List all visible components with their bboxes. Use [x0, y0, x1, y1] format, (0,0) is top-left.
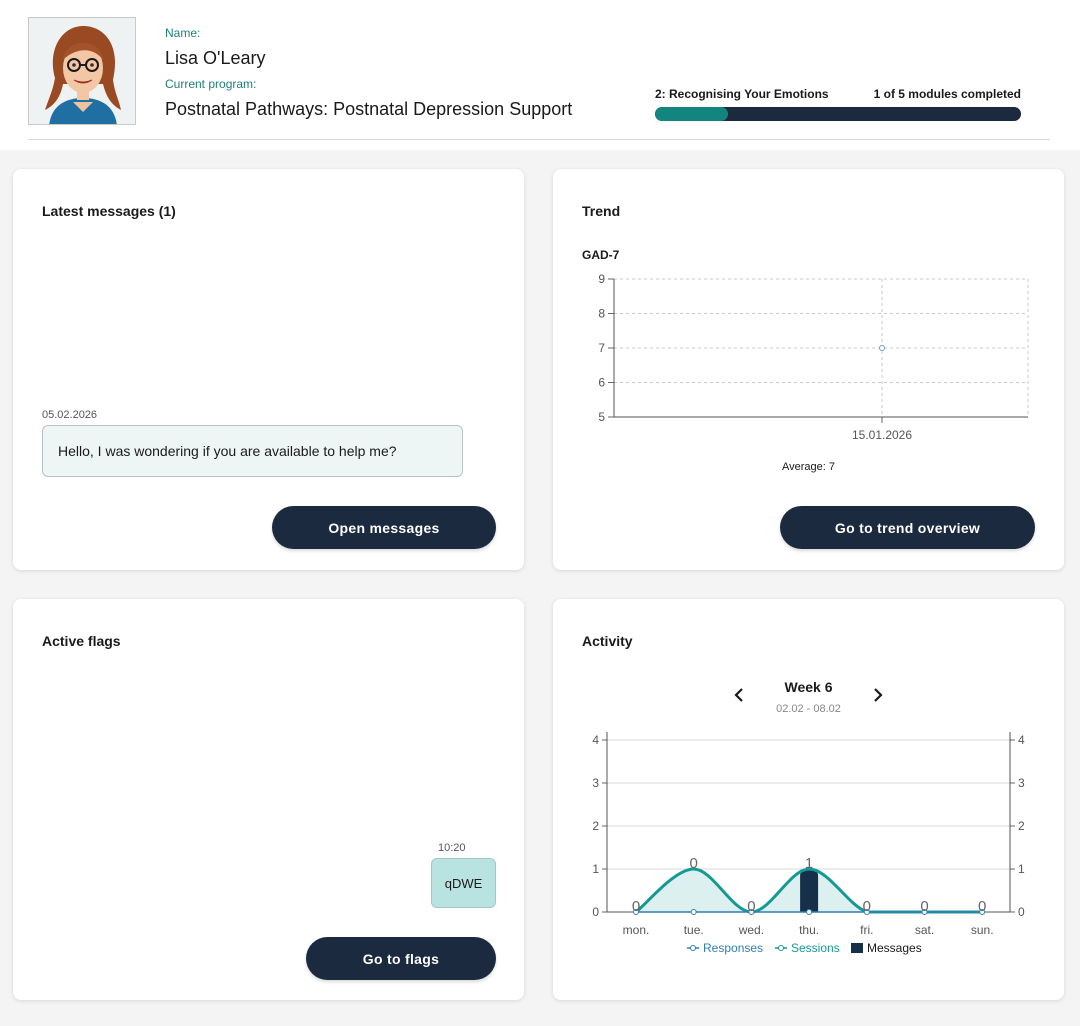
header-divider — [28, 139, 1050, 140]
active-flags-title: Active flags — [42, 633, 121, 649]
responses-point — [690, 909, 697, 915]
activity-data-label: 0 — [978, 898, 986, 915]
activity-chart: 0 0 1 1 2 2 3 3 4 4 0 0 0 1 0 0 0 mon. tue. wed. thu. fri. sat… — [592, 732, 1025, 955]
activity-x-tick-label: fri. — [860, 923, 873, 937]
flag-time: 10:20 — [438, 842, 466, 854]
legend-label: Responses — [703, 941, 763, 955]
activity-y-tick-label-left: 2 — [592, 819, 599, 833]
activity-card: Activity Week 6 02.02 - 08.02 0 0 1 1 2 2 3 3 4 4… — [553, 599, 1064, 1000]
activity-y-tick-label-left: 0 — [592, 905, 599, 919]
responses-point — [979, 909, 986, 915]
activity-y-tick-label-left: 1 — [592, 862, 599, 876]
module-progress-bar — [655, 107, 1021, 121]
patient-avatar — [28, 17, 136, 125]
active-flags-card: Active flags 10:20 qDWE Go to flags — [13, 599, 524, 1000]
activity-data-label: 0 — [747, 898, 755, 915]
message-date: 05.02.2026 — [42, 409, 98, 421]
legend-marker — [690, 945, 696, 951]
trend-data-point — [879, 345, 885, 351]
activity-x-tick-label: sun. — [971, 923, 994, 937]
activity-data-label: 0 — [690, 855, 698, 872]
activity-y-tick-label-left: 3 — [592, 776, 599, 790]
flag-item[interactable]: qDWE — [431, 858, 496, 908]
activity-y-tick-label-right: 2 — [1018, 819, 1025, 833]
trend-x-tick-label: 15.01.2026 — [852, 428, 912, 442]
week-range: 02.02 - 08.02 — [776, 703, 841, 715]
go-to-trend-overview-button[interactable]: Go to trend overview — [780, 506, 1035, 549]
activity-y-tick-label-right: 0 — [1018, 905, 1025, 919]
go-to-flags-button[interactable]: Go to flags — [306, 937, 496, 980]
activity-data-label: 0 — [863, 898, 871, 915]
trend-card: Trend GAD-7 5 6 7 8 9 15.01.2026 Average: 7 G… — [553, 169, 1064, 570]
modules-completed-count: 1 of 5 modules completed — [873, 87, 1021, 101]
responses-point — [633, 909, 639, 915]
legend-marker — [778, 945, 784, 951]
open-messages-button[interactable]: Open messages — [272, 506, 496, 549]
name-label: Name: — [165, 26, 201, 40]
trend-y-tick-label: 7 — [598, 341, 605, 355]
responses-point — [921, 909, 928, 915]
latest-messages-title: Latest messages (1) — [42, 203, 176, 219]
legend-item-messages: Messages — [851, 941, 922, 955]
activity-x-tick-label: tue. — [684, 923, 704, 937]
activity-y-tick-label-right: 3 — [1018, 776, 1025, 790]
responses-point — [806, 909, 813, 915]
legend-item-sessions: Sessions — [775, 941, 840, 955]
latest-message-bubble[interactable]: Hello, I was wondering if you are availa… — [42, 425, 463, 477]
program-name: Postnatal Pathways: Postnatal Depression… — [165, 99, 573, 119]
module-progress-fill — [655, 107, 729, 121]
messages-bar — [800, 869, 819, 912]
trend-y-tick-label: 6 — [598, 376, 605, 390]
activity-x-tick-label: sat. — [915, 923, 934, 937]
activity-title: Activity — [582, 633, 633, 649]
responses-point — [748, 909, 755, 915]
current-module-title: 2: Recognising Your Emotions — [655, 87, 829, 101]
trend-title: Trend — [582, 203, 621, 219]
activity-x-tick-label: mon. — [623, 923, 650, 937]
avatar-illustration — [29, 18, 135, 124]
activity-data-label: 0 — [920, 898, 928, 915]
patient-name: Lisa O'Leary — [165, 48, 266, 68]
trend-average: Average: 7 — [781, 461, 835, 473]
responses-point — [863, 909, 870, 915]
activity-data-label: 0 — [632, 898, 640, 915]
activity-x-tick-label: wed. — [738, 923, 764, 937]
legend-label: Messages — [867, 941, 922, 955]
trend-y-tick-label: 5 — [598, 410, 605, 424]
legend-item-responses: Responses — [687, 941, 763, 955]
patient-header: Name: Lisa O'Leary Current program: Post… — [0, 0, 1080, 150]
trend-metric-label: GAD-7 — [582, 248, 620, 262]
trend-y-tick-label: 9 — [598, 272, 605, 286]
legend-swatch — [851, 943, 863, 953]
legend-label: Sessions — [791, 941, 840, 955]
program-label: Current program: — [165, 77, 257, 91]
activity-data-label: 1 — [805, 855, 813, 872]
latest-messages-card: Latest messages (1) 05.02.2026 Hello, I … — [13, 169, 524, 570]
chevron-right-icon[interactable] — [870, 685, 886, 705]
activity-y-tick-label-right: 1 — [1018, 862, 1025, 876]
trend-y-tick-label: 8 — [598, 307, 605, 321]
chevron-left-icon[interactable] — [731, 685, 747, 705]
week-title: Week 6 — [784, 679, 833, 695]
activity-x-tick-label: thu. — [799, 923, 819, 937]
activity-y-tick-label-left: 4 — [592, 733, 599, 747]
activity-y-tick-label-right: 4 — [1018, 733, 1025, 747]
gad7-trend-chart: 5 6 7 8 9 15.01.2026 — [598, 272, 1029, 442]
